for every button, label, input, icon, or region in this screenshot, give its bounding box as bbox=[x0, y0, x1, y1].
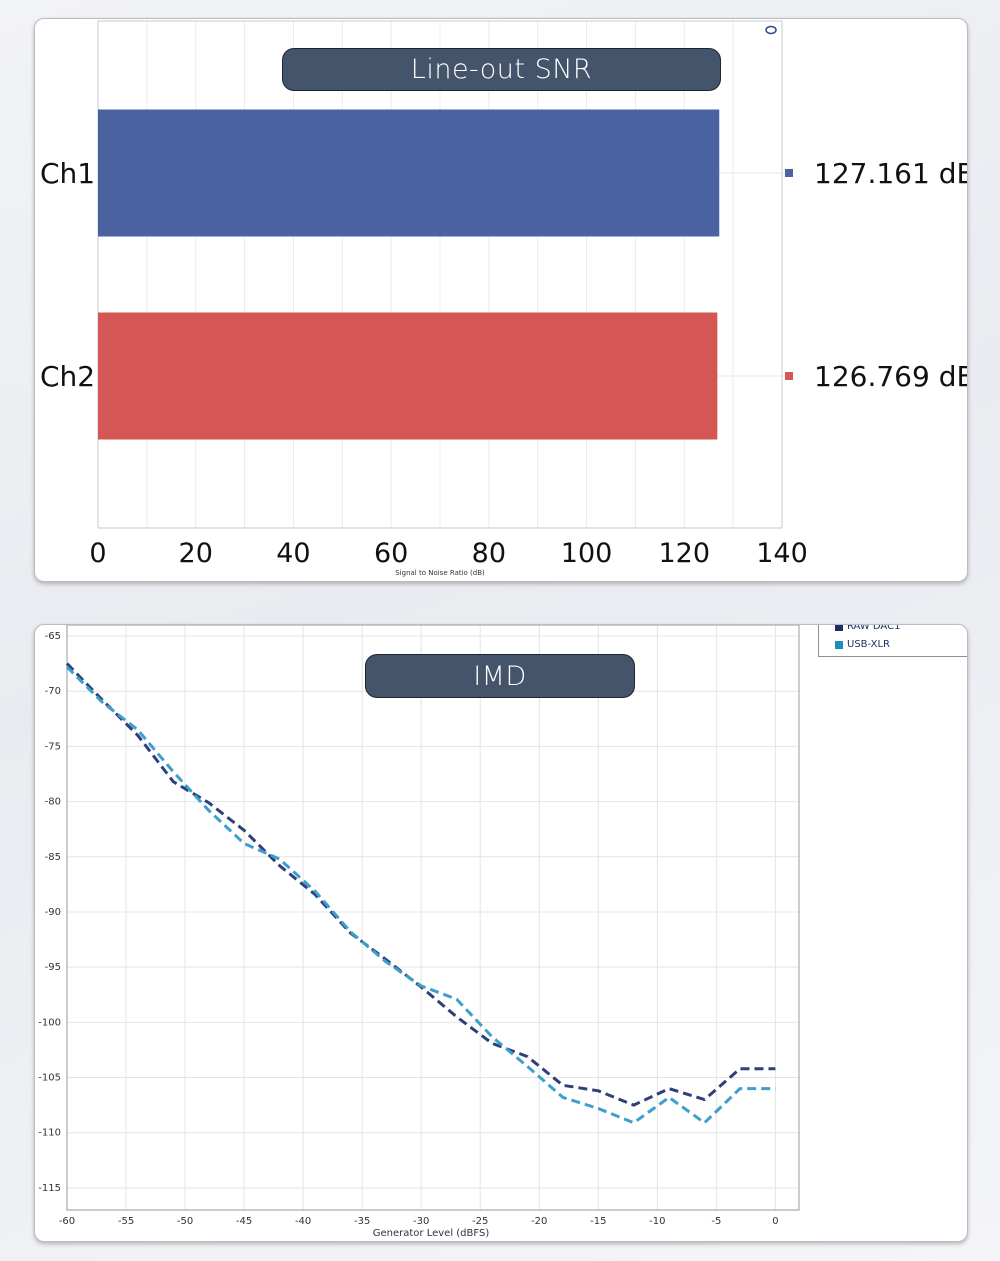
imd-y-tick-label: -110 bbox=[38, 1128, 61, 1139]
snr-bar-ch1 bbox=[98, 109, 720, 237]
imd-y-tick-label: -65 bbox=[45, 631, 61, 642]
snr-value-marker-ch1 bbox=[785, 169, 793, 177]
snr-value-marker-ch2 bbox=[785, 372, 793, 380]
imd-chart-title: IMD bbox=[365, 654, 635, 698]
imd-x-tick-label: -55 bbox=[118, 1216, 134, 1227]
snr-value-label-ch1: 127.161 dB bbox=[814, 157, 967, 190]
legend-swatch-usb-xlr bbox=[835, 640, 843, 649]
ap-logo-icon bbox=[765, 25, 777, 35]
snr-x-tick-label: 100 bbox=[561, 538, 613, 569]
imd-series-line-usb-xlr bbox=[65, 665, 776, 1125]
snr-x-tick-label: 0 bbox=[89, 538, 106, 569]
imd-legend: RAW DAC1 USB-XLR bbox=[818, 624, 967, 657]
snr-value-label-ch2: 126.769 dB bbox=[814, 360, 967, 393]
imd-y-tick-label: -90 bbox=[45, 907, 61, 918]
snr-chart-title: Line-out SNR bbox=[282, 48, 721, 91]
legend-item-usb-xlr: USB-XLR bbox=[835, 639, 890, 650]
imd-x-tick-label: -50 bbox=[177, 1216, 193, 1227]
imd-x-tick-label: -15 bbox=[590, 1216, 606, 1227]
imd-y-tick-label: -80 bbox=[45, 797, 61, 808]
snr-x-tick-label: 120 bbox=[659, 538, 711, 569]
imd-y-tick-label: -95 bbox=[45, 962, 61, 973]
imd-x-tick-label: -30 bbox=[413, 1216, 429, 1227]
snr-chart: Ch1 127.161 dB Ch2 126.769 dB 0 20 40 60 80 100 12… bbox=[40, 20, 967, 577]
imd-x-tick-label: -5 bbox=[711, 1216, 721, 1227]
imd-x-tick-label: 0 bbox=[772, 1216, 778, 1227]
snr-plot-frame bbox=[97, 20, 783, 529]
legend-label-raw-dac1: RAW DAC1 bbox=[847, 624, 901, 632]
imd-x-axis-label: Generator Level (dBFS) bbox=[373, 1228, 490, 1239]
snr-x-axis-label: Signal to Noise Ratio (dB) bbox=[395, 569, 485, 577]
imd-y-tick-label: -100 bbox=[38, 1017, 61, 1028]
snr-chart-card: Ch1 127.161 dB Ch2 126.769 dB 0 20 40 60 80 100 12… bbox=[34, 18, 968, 582]
snr-bar-ch2 bbox=[98, 312, 718, 440]
snr-category-label-ch1: Ch1 bbox=[40, 157, 95, 190]
imd-x-tick-label: -20 bbox=[531, 1216, 547, 1227]
imd-x-tick-label: -40 bbox=[295, 1216, 311, 1227]
imd-y-tick-label: -85 bbox=[45, 852, 61, 863]
snr-category-label-ch2: Ch2 bbox=[40, 360, 95, 393]
legend-label-usb-xlr: USB-XLR bbox=[847, 639, 891, 650]
snr-x-tick-label: 40 bbox=[276, 538, 310, 569]
imd-x-tick-label: -25 bbox=[472, 1216, 488, 1227]
imd-x-tick-label: -10 bbox=[649, 1216, 665, 1227]
imd-plot-frame bbox=[66, 625, 800, 1211]
imd-x-tick-label: -35 bbox=[354, 1216, 370, 1227]
imd-y-tick-label: -105 bbox=[38, 1073, 61, 1084]
imd-y-tick-label: -70 bbox=[45, 686, 61, 697]
snr-x-tick-label: 140 bbox=[756, 538, 808, 569]
snr-x-tick-label: 60 bbox=[374, 538, 408, 569]
imd-chart-card: -65 -70 -75 -80 -85 -90 -95 -100 -105 -110 -115 -60… bbox=[34, 624, 968, 1242]
snr-x-tick-label: 20 bbox=[179, 538, 213, 569]
legend-item-raw-dac1: RAW DAC1 bbox=[835, 624, 901, 632]
imd-y-tick-label: -75 bbox=[45, 741, 61, 752]
imd-chart: -65-70-75-80-85-90-95-100-105-110-115-60… bbox=[38, 625, 800, 1239]
snr-x-tick-label: 80 bbox=[472, 538, 506, 569]
imd-y-tick-label: -115 bbox=[38, 1183, 61, 1194]
legend-swatch-raw-dac1 bbox=[835, 625, 843, 631]
imd-x-tick-label: -45 bbox=[236, 1216, 252, 1227]
imd-x-tick-label: -60 bbox=[59, 1216, 75, 1227]
